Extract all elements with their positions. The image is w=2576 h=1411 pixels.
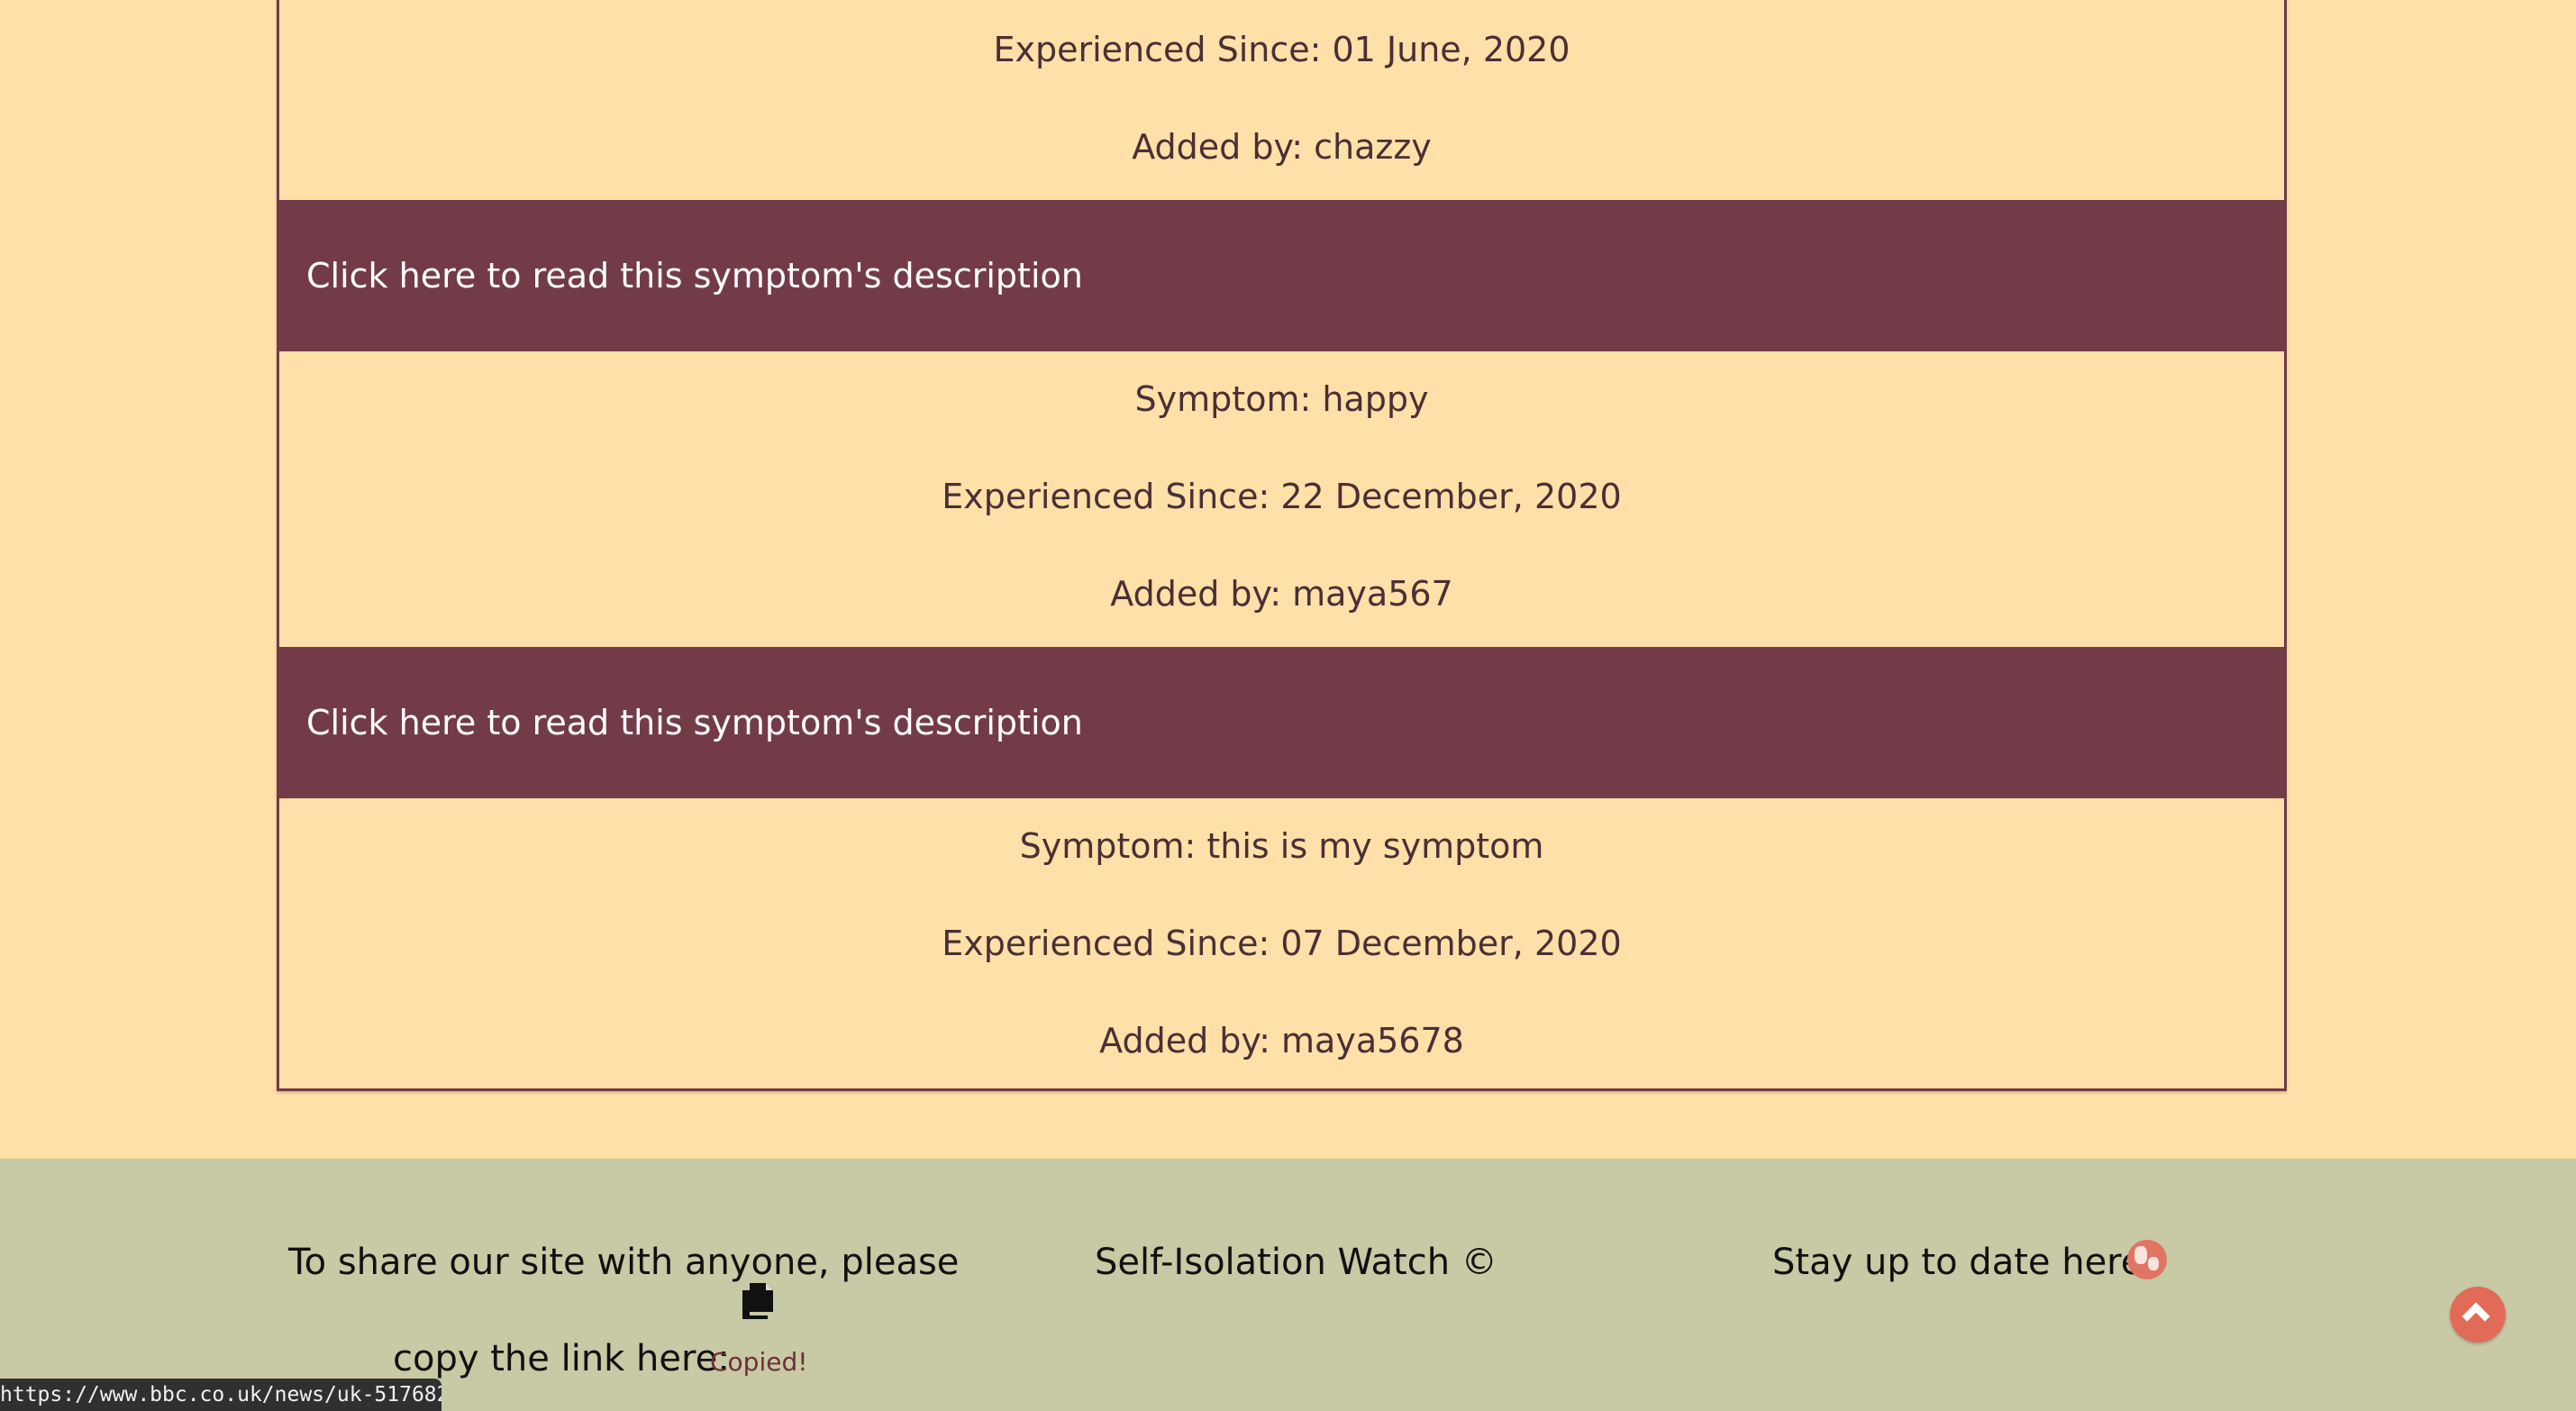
stay-updated-link[interactable]: Stay up to date here [1772,1242,2144,1283]
symptom-experienced-since: Experienced Since: 01 June, 2020 [993,30,1570,69]
browser-status-url: https://www.bbc.co.uk/news/uk-51768274 [0,1379,441,1411]
symptom-experienced-since: Experienced Since: 07 December, 2020 [942,924,1622,963]
share-instruction-line-2: copy the link here: [393,1338,730,1379]
copy-icon[interactable] [739,1281,775,1321]
globe-icon[interactable] [2127,1240,2167,1279]
symptom-added-by: Added by: maya567 [1110,574,1453,614]
symptom-description-button[interactable]: Click here to read this symptom's descri… [279,647,2284,798]
symptom-description-button[interactable]: Click here to read this symptom's descri… [279,200,2284,351]
share-instruction-line-1: To share our site with anyone, please [288,1242,960,1283]
symptom-added-by: Added by: chazzy [1132,127,1432,167]
symptom-list-card: Experienced Since: 01 June, 2020 Added b… [277,0,2287,1091]
symptom-added-by: Added by: maya5678 [1099,1021,1464,1061]
symptom-name: Symptom: happy [1134,379,1429,419]
copyright-label: Self-Isolation Watch © [1095,1242,1497,1283]
symptom-experienced-since: Experienced Since: 22 December, 2020 [942,477,1622,516]
symptom-name: Symptom: this is my symptom [1019,826,1544,866]
symptoms-page: Experienced Since: 01 June, 2020 Added b… [277,0,2287,1091]
scroll-to-top-button[interactable] [2450,1287,2506,1343]
copied-status: Copied! [710,1347,808,1377]
footer: To share our site with anyone, please co… [0,1159,2576,1411]
chevron-up-icon [2462,1302,2490,1331]
